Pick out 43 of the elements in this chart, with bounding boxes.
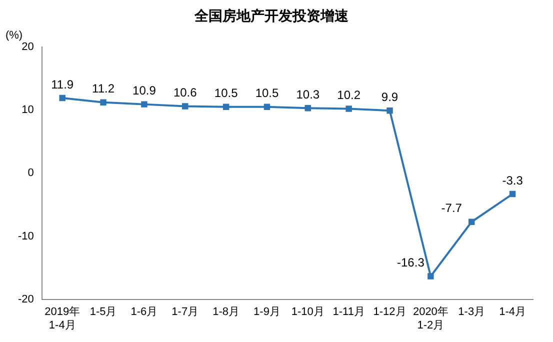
x-tick-label: 1-6月 [130, 306, 158, 318]
point [509, 190, 516, 198]
data-label: -3.3 [502, 173, 524, 188]
point [386, 108, 393, 114]
data-label: 10.3 [296, 87, 320, 102]
chart-title: 全国房地产开发投资增速 [194, 7, 350, 24]
x-tick-label: 1-5月 [90, 306, 117, 318]
y-axis-title: (%) [5, 29, 23, 42]
x-tick-label: 2019年 1-4月 [44, 306, 80, 332]
data-label: 10.2 [337, 88, 361, 102]
data-label: 11.2 [92, 82, 115, 96]
y-tick-label: -20 [18, 294, 34, 306]
x-tick-label: 1-12月 [373, 306, 406, 318]
point [304, 104, 312, 112]
x-tick-label: 1-8月 [212, 306, 240, 318]
point [468, 218, 475, 225]
point [264, 104, 270, 110]
x-tick-label: 1-4月 [499, 306, 526, 318]
point [59, 94, 66, 102]
x-tick-label: 1-3月 [458, 306, 486, 318]
point [428, 273, 434, 280]
data-label: 10.5 [214, 86, 238, 100]
data-label: -7.7 [441, 201, 462, 216]
data-label: 10.6 [173, 86, 198, 100]
point [346, 106, 352, 112]
y-tick-label: 10 [22, 104, 34, 116]
data-label: 9.9 [381, 90, 398, 104]
x-tick-label: 1-11月 [332, 306, 365, 318]
y-tick-label: -10 [18, 230, 34, 242]
point [182, 103, 188, 110]
data-label: 10.9 [132, 84, 156, 98]
point [141, 101, 148, 108]
x-tick-label: 2020年 1-2月 [412, 306, 448, 332]
x-tick-label: 1-10月 [291, 306, 324, 318]
y-tick-label: 0 [28, 167, 34, 180]
data-label: -16.3 [397, 256, 425, 270]
point [100, 99, 106, 106]
x-tick-label: 1-7月 [172, 306, 199, 318]
data-label: 11.9 [51, 77, 74, 92]
data-label: 10.5 [255, 86, 279, 100]
x-tick-label: 1-9月 [254, 306, 280, 318]
point [222, 104, 230, 110]
y-tick-label: 20 [22, 40, 34, 53]
